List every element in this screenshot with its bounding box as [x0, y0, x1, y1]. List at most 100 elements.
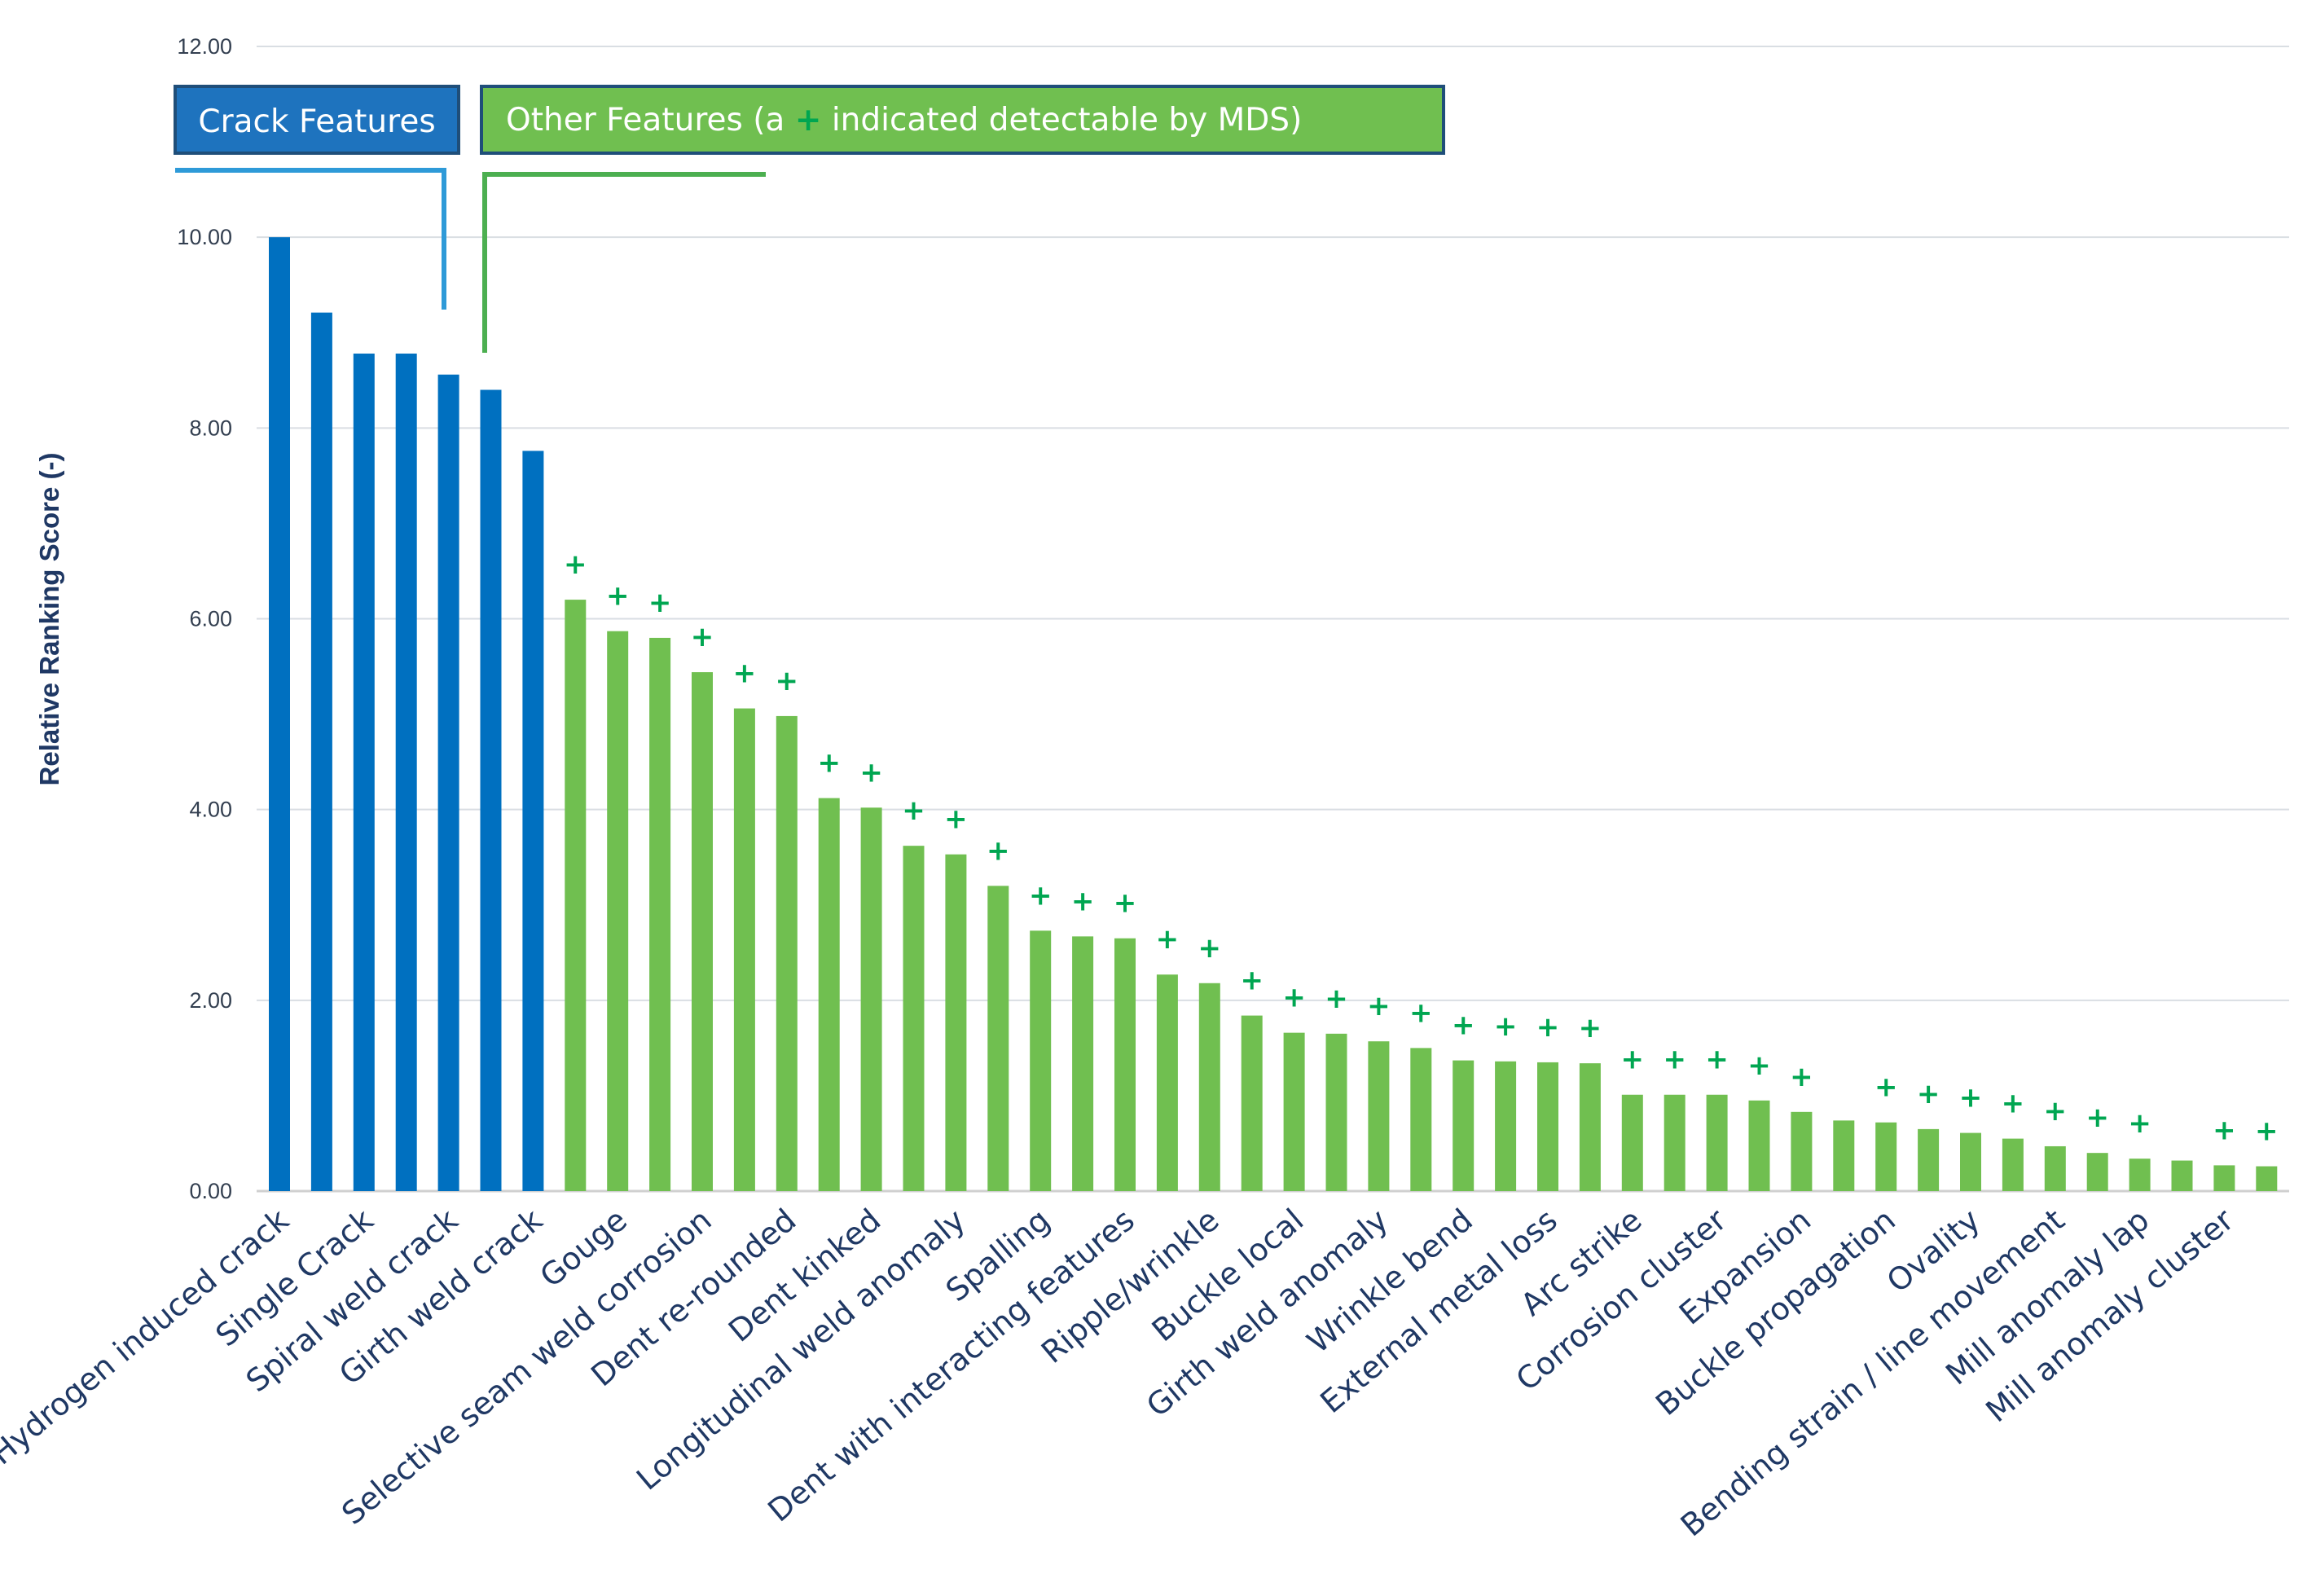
other-feature-bar	[2256, 1166, 2278, 1191]
y-tick-label: 4.00	[189, 798, 232, 822]
other-feature-bar	[2044, 1145, 2066, 1191]
mds-plus-marker: +	[944, 803, 968, 836]
other-feature-bar	[1114, 938, 1136, 1191]
mds-plus-marker: +	[1790, 1061, 1813, 1093]
other-feature-bar	[1241, 1015, 1263, 1191]
other-feature-bar	[565, 600, 587, 1191]
mds-plus-marker: +	[1071, 885, 1095, 917]
other-feature-bar	[945, 854, 967, 1191]
mds-plus-marker: +	[1367, 990, 1391, 1022]
mds-detectable-markers: + + + + + + + + + + + + + + + + + + + + + + + + + + + + + + + + + + + + + + +	[564, 548, 2279, 1147]
y-tick-label: 6.00	[189, 607, 232, 631]
legend-crack-box	[174, 85, 460, 155]
mds-plus-marker: +	[1917, 1078, 1940, 1110]
other-feature-bar	[1664, 1094, 1685, 1191]
other-feature-bar	[2086, 1153, 2108, 1191]
other-feature-bar	[987, 886, 1009, 1191]
other-feature-bar	[2171, 1160, 2193, 1191]
y-tick-label: 0.00	[189, 1179, 232, 1203]
legend-other-features: Other Features (a + indicated detectable…	[480, 85, 1445, 155]
other-feature-bar	[1579, 1063, 1601, 1191]
other-feature-bar	[733, 708, 755, 1191]
mds-plus-marker: +	[902, 794, 925, 827]
other-feature-bar	[1621, 1094, 1643, 1191]
mds-plus-marker: +	[1663, 1044, 1686, 1076]
mds-plus-marker: +	[2213, 1114, 2236, 1146]
other-feature-bar	[1325, 1033, 1347, 1191]
mds-plus-marker: +	[2085, 1101, 2109, 1134]
mds-plus-marker: +	[564, 548, 587, 581]
mds-plus-marker: +	[2128, 1107, 2151, 1140]
legend-other-suffix: indicated detectable by MDS)	[821, 102, 1302, 138]
crack-feature-bar	[310, 312, 332, 1192]
mds-plus-marker: +	[1198, 932, 1222, 965]
other-feature-bar	[1030, 930, 1052, 1191]
other-feature-bar	[1833, 1120, 1855, 1191]
crack-feature-bar	[353, 354, 375, 1192]
other-feature-bar	[1453, 1060, 1475, 1191]
y-axis-tick-labels: 0.00 2.00 4.00 6.00 8.00 10.00 12.00	[177, 34, 232, 1203]
mds-plus-marker: +	[733, 657, 757, 690]
crack-bracket-line	[175, 168, 446, 310]
legend-crack-label: Crack Features	[198, 103, 435, 140]
legend-crack-features: Crack Features	[174, 85, 460, 155]
other-feature-bar	[1072, 936, 1094, 1191]
mds-plus-marker: +	[1114, 887, 1137, 920]
other-feature-bar	[1706, 1094, 1728, 1191]
mds-plus-marker: +	[987, 834, 1010, 867]
y-tick-label: 2.00	[189, 988, 232, 1013]
other-feature-bar	[1960, 1132, 1981, 1191]
mds-plus-marker: +	[1705, 1044, 1729, 1076]
other-feature-bar	[1410, 1048, 1432, 1191]
y-tick-label: 12.00	[177, 34, 232, 59]
other-feature-bar	[860, 807, 882, 1191]
mds-plus-marker: +	[1325, 983, 1348, 1015]
legend-other-box	[480, 85, 1445, 155]
other-feature-bar	[1537, 1062, 1558, 1191]
mds-plus-marker: +	[776, 665, 799, 697]
mds-plus-marker: +	[1536, 1011, 1560, 1044]
mds-plus-marker: +	[1156, 923, 1180, 956]
mds-plus-marker: +	[1409, 996, 1433, 1029]
mds-plus-marker: +	[1240, 965, 1264, 997]
other-feature-bar	[1495, 1061, 1517, 1191]
mds-plus-marker: +	[859, 756, 883, 789]
other-feature-bar	[818, 798, 840, 1191]
mds-plus-marker: +	[1621, 1044, 1645, 1076]
other-bracket-line	[482, 172, 766, 353]
other-feature-bar	[1791, 1111, 1813, 1191]
other-feature-bar	[2002, 1138, 2024, 1191]
other-feature-bar	[2213, 1165, 2235, 1191]
legend-plus-symbol: +	[795, 102, 822, 138]
other-feature-bar	[1156, 974, 1178, 1191]
crack-feature-bar	[395, 354, 417, 1192]
other-feature-bar	[776, 715, 798, 1191]
mds-plus-marker: +	[1747, 1049, 1771, 1082]
mds-plus-marker: +	[1959, 1082, 1983, 1115]
mds-plus-marker: +	[606, 580, 630, 613]
mds-plus-marker: +	[691, 621, 714, 653]
other-feature-bar	[1918, 1128, 1940, 1191]
y-axis-label: Relative Ranking Score (-)	[34, 453, 64, 786]
legend: Crack Features Other Features (a + indic…	[174, 85, 1445, 353]
mds-plus-marker: +	[2255, 1115, 2279, 1148]
other-feature-bar	[607, 631, 629, 1191]
mds-plus-marker: +	[1579, 1012, 1602, 1044]
gridlines	[257, 46, 2289, 1193]
other-feature-bar	[1198, 983, 1220, 1191]
crack-feature-bar	[480, 389, 502, 1191]
other-feature-bar	[2129, 1159, 2151, 1191]
mds-plus-marker: +	[817, 747, 841, 780]
mds-plus-marker: +	[648, 587, 672, 619]
legend-other-label: Other Features (a + indicated detectable…	[506, 102, 1302, 138]
y-tick-label: 10.00	[177, 225, 232, 249]
other-feature-bar	[1748, 1100, 1770, 1191]
mds-plus-marker: +	[1494, 1010, 1518, 1043]
mds-plus-marker: +	[2002, 1088, 2025, 1120]
crack-feature-bar	[522, 451, 544, 1191]
mds-plus-marker: +	[2044, 1095, 2068, 1128]
mds-plus-marker: +	[1029, 879, 1053, 912]
legend-other-prefix: Other Features (a	[506, 102, 795, 138]
